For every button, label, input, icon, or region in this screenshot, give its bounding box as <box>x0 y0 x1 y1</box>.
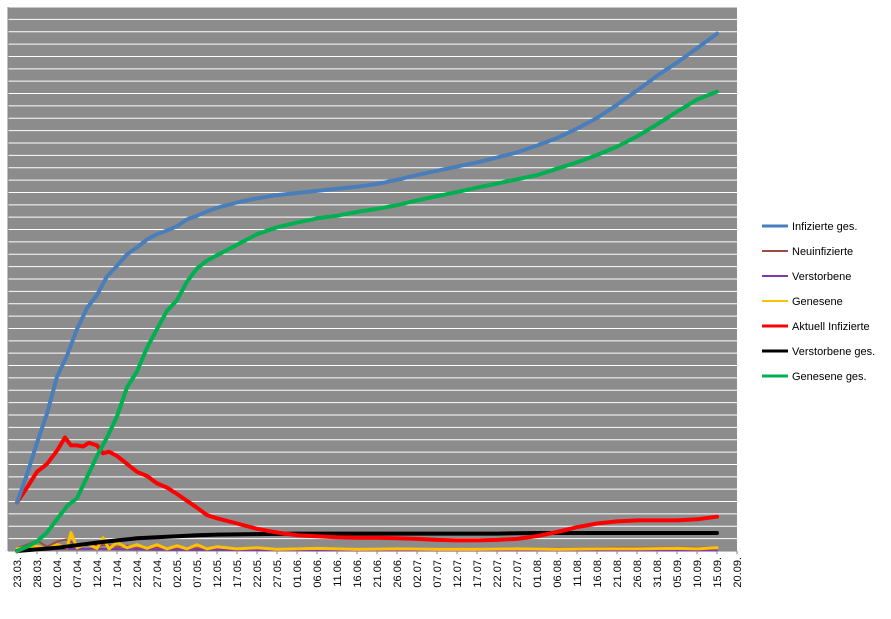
series-line-aktuell-infizierte <box>15 435 719 543</box>
x-tick-label: 11.06. <box>332 557 344 587</box>
x-tick-label: 28.03. <box>32 557 44 588</box>
legend-item: Neuinfizierte <box>762 246 853 258</box>
legend: Infizierte ges. Neuinfizierte Verstorbene G… <box>762 221 875 383</box>
legend-label: Aktuell Infizierte <box>792 321 870 333</box>
x-axis-tick-labels: 23.03. 28.03. 02.04. 07.04. 12.04. 17.04. 22.0… <box>12 551 744 588</box>
x-tick-label: 01.08. <box>532 557 544 588</box>
x-tick-label: 22.07. <box>492 557 504 588</box>
x-tick-label: 05.09. <box>672 557 684 588</box>
legend-item: Aktuell Infizierte <box>762 321 870 333</box>
x-tick-label: 07.05. <box>192 557 204 588</box>
legend-label: Verstorbene <box>792 271 851 283</box>
x-tick-label: 06.08. <box>552 557 564 588</box>
x-tick-label: 22.04. <box>132 557 144 588</box>
x-tick-label: 15.09. <box>712 557 724 588</box>
x-tick-label: 21.06. <box>372 557 384 588</box>
x-tick-label: 11.08. <box>572 557 584 587</box>
x-tick-label: 31.08. <box>652 557 664 588</box>
x-tick-label: 01.06. <box>292 557 304 588</box>
x-tick-label: 26.08. <box>632 557 644 588</box>
legend-item: Genesene ges. <box>762 371 867 383</box>
legend-item: Verstorbene ges. <box>762 346 875 358</box>
legend-label: Infizierte ges. <box>792 221 857 233</box>
x-tick-label: 21.08. <box>612 557 624 588</box>
x-tick-label: 20.09. <box>732 557 744 588</box>
series-lines <box>15 31 719 553</box>
legend-label: Neuinfizierte <box>792 246 853 258</box>
series-line-genesene-ges <box>15 89 719 553</box>
x-tick-label: 02.04. <box>52 557 64 588</box>
x-tick-label: 17.04. <box>112 557 124 588</box>
x-tick-label: 27.07. <box>512 557 524 588</box>
x-tick-label: 02.07. <box>412 557 424 588</box>
legend-label: Genesene ges. <box>792 371 867 383</box>
x-tick-label: 10.09. <box>692 557 704 588</box>
x-tick-label: 23.03. <box>12 557 24 588</box>
x-tick-label: 07.07. <box>432 557 444 588</box>
x-tick-label: 26.06. <box>392 557 404 588</box>
x-tick-label: 06.06. <box>312 557 324 588</box>
series-line-infizierte-ges <box>15 31 719 505</box>
x-tick-label: 27.05. <box>272 557 284 588</box>
x-tick-label: 12.04. <box>92 557 104 588</box>
x-tick-label: 17.05. <box>232 557 244 588</box>
legend-item: Genesene <box>762 296 843 308</box>
legend-item: Verstorbene <box>762 271 851 283</box>
x-tick-label: 17.07. <box>472 557 484 588</box>
x-tick-label: 16.08. <box>592 557 604 588</box>
legend-label: Verstorbene ges. <box>792 346 875 358</box>
series-line-genesene <box>15 531 719 551</box>
x-tick-label: 22.05. <box>252 557 264 588</box>
x-tick-label: 12.07. <box>452 557 464 588</box>
legend-label: Genesene <box>792 296 843 308</box>
legend-item: Infizierte ges. <box>762 221 857 233</box>
x-tick-label: 02.05. <box>172 557 184 588</box>
x-tick-label: 07.04. <box>72 557 84 588</box>
x-tick-label: 27.04. <box>152 557 164 588</box>
gridlines <box>7 6 737 552</box>
x-tick-label: 16.06. <box>352 557 364 588</box>
x-tick-label: 12.05. <box>212 557 224 588</box>
